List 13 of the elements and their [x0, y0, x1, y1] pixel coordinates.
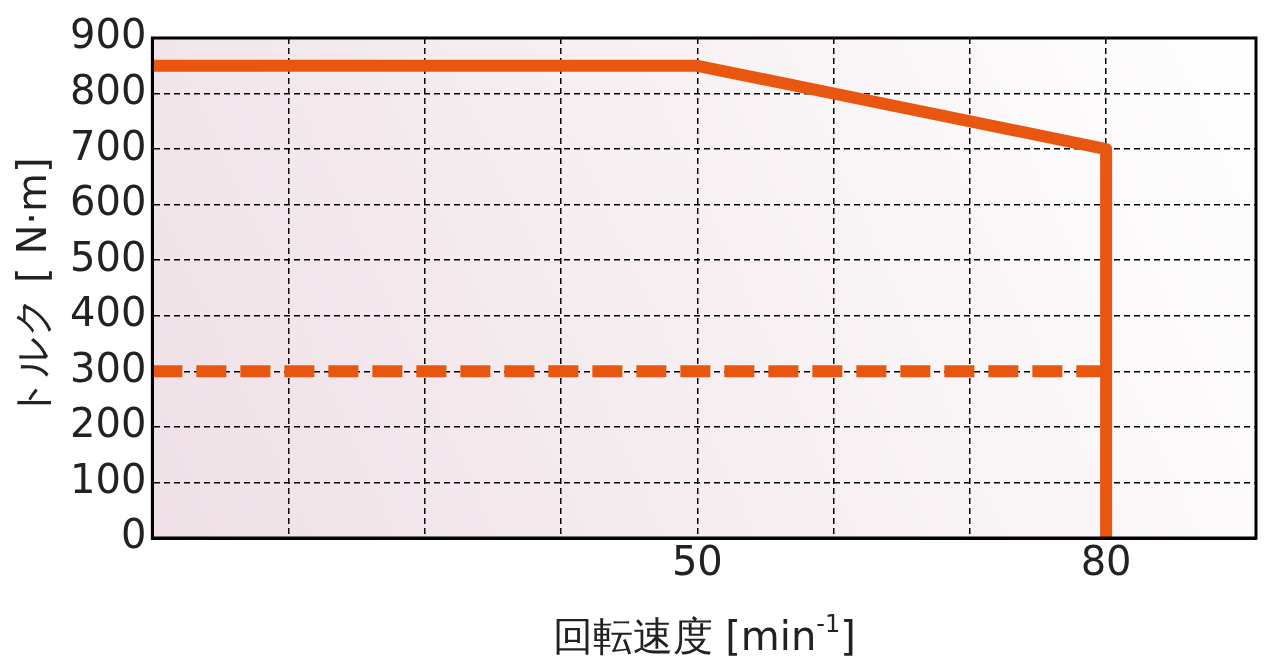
x-tick-label: 80: [1080, 538, 1132, 585]
x-tick-label: 50: [671, 538, 723, 585]
y-tick-label: 200: [69, 400, 147, 447]
y-axis-title: トルク [ N·m]: [9, 157, 56, 419]
y-tick-label: 600: [69, 178, 147, 225]
y-tick-label: 700: [69, 122, 147, 169]
y-tick-label: 0: [120, 511, 147, 558]
y-tick-label: 300: [69, 344, 147, 391]
y-tick-label: 400: [69, 289, 147, 336]
y-tick-label: 900: [69, 11, 147, 58]
y-tick-label: 500: [69, 233, 147, 280]
y-tick-label: 800: [69, 66, 147, 113]
y-tick-label: 100: [69, 455, 147, 502]
